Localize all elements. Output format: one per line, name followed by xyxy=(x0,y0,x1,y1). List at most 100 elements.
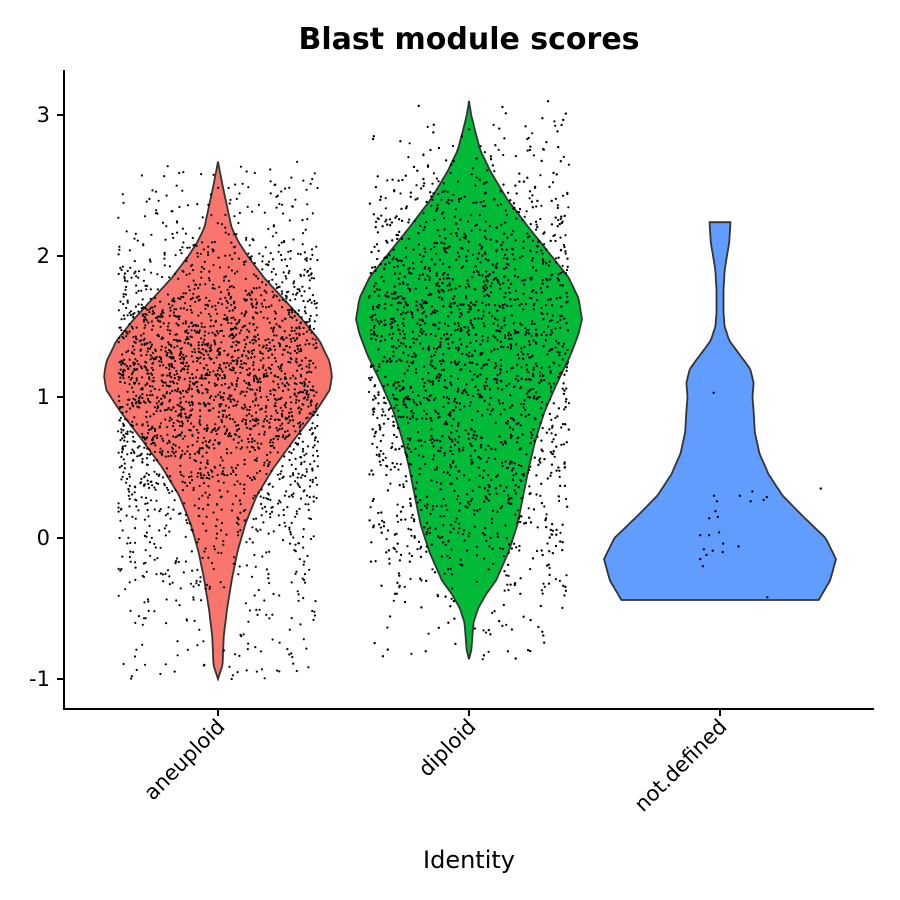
data-point xyxy=(137,615,140,618)
data-point xyxy=(259,650,262,653)
data-point xyxy=(409,310,412,313)
data-point xyxy=(485,497,488,500)
data-point xyxy=(235,233,238,236)
data-point xyxy=(312,362,315,365)
data-point xyxy=(176,231,179,234)
data-point xyxy=(143,365,146,368)
data-point xyxy=(430,479,433,482)
data-point xyxy=(424,333,427,336)
data-point xyxy=(126,440,129,443)
data-point xyxy=(415,338,418,341)
data-point xyxy=(237,356,240,359)
data-point xyxy=(248,383,251,386)
data-point xyxy=(550,273,554,276)
data-point xyxy=(304,356,307,359)
data-point xyxy=(259,359,262,362)
data-point xyxy=(140,343,143,346)
data-point xyxy=(136,405,139,408)
data-point xyxy=(143,483,146,486)
data-point xyxy=(204,377,207,380)
data-point xyxy=(207,381,211,384)
data-point xyxy=(195,296,198,299)
data-point xyxy=(229,472,233,475)
data-point xyxy=(172,236,175,239)
data-point xyxy=(386,648,389,651)
data-point xyxy=(551,426,554,429)
data-point xyxy=(468,404,471,407)
data-point xyxy=(543,505,546,508)
data-point xyxy=(490,291,493,294)
data-point xyxy=(232,438,235,441)
data-point xyxy=(297,309,300,312)
data-point xyxy=(444,247,447,250)
data-point xyxy=(190,471,193,474)
data-point xyxy=(418,472,421,476)
data-point xyxy=(399,313,403,316)
data-point xyxy=(400,388,404,391)
data-point xyxy=(121,370,125,373)
data-point xyxy=(217,353,220,356)
data-point xyxy=(452,418,455,421)
data-point xyxy=(385,538,388,541)
data-point xyxy=(197,286,200,290)
data-point xyxy=(126,390,129,393)
data-point xyxy=(142,320,146,323)
data-point xyxy=(401,219,404,222)
data-point xyxy=(226,354,229,357)
data-point xyxy=(407,354,410,357)
data-point xyxy=(414,287,417,290)
data-point xyxy=(191,350,194,353)
data-point xyxy=(313,444,316,447)
data-point xyxy=(169,475,172,478)
data-point xyxy=(226,452,229,455)
data-point xyxy=(130,276,133,279)
data-point xyxy=(241,326,244,329)
data-point xyxy=(145,368,148,371)
data-point xyxy=(468,503,471,506)
data-point xyxy=(457,422,460,425)
data-point xyxy=(137,310,140,313)
data-point xyxy=(125,285,128,288)
data-point xyxy=(380,511,383,514)
data-point xyxy=(278,345,281,348)
data-point xyxy=(237,424,240,427)
data-point xyxy=(165,225,168,228)
data-point xyxy=(565,574,568,577)
data-point xyxy=(134,566,137,569)
data-point xyxy=(512,230,515,233)
data-point xyxy=(286,351,289,354)
data-point xyxy=(467,535,470,538)
data-point xyxy=(156,557,159,560)
data-point xyxy=(313,302,316,305)
data-point xyxy=(263,599,266,602)
data-point xyxy=(199,311,202,314)
data-point xyxy=(439,450,442,453)
data-point xyxy=(179,249,182,252)
data-point xyxy=(447,289,450,292)
data-point xyxy=(183,368,186,371)
data-point xyxy=(464,234,467,238)
data-point xyxy=(315,314,318,317)
data-point xyxy=(470,458,473,461)
data-point xyxy=(143,268,146,271)
data-point xyxy=(142,279,145,282)
data-point xyxy=(458,197,461,201)
data-point xyxy=(127,398,130,401)
data-point xyxy=(274,405,277,408)
data-point xyxy=(150,233,153,236)
data-point xyxy=(130,424,133,427)
data-point xyxy=(295,351,298,355)
data-point xyxy=(296,476,299,479)
data-point xyxy=(469,214,472,217)
data-point xyxy=(165,194,168,197)
data-point xyxy=(190,321,193,324)
data-point xyxy=(416,548,419,551)
data-point xyxy=(246,474,249,477)
data-point xyxy=(132,405,135,408)
data-point xyxy=(499,372,502,375)
data-point xyxy=(411,390,414,394)
data-point xyxy=(141,432,144,435)
data-point xyxy=(279,337,283,340)
data-point xyxy=(520,350,523,353)
data-point xyxy=(210,319,213,322)
